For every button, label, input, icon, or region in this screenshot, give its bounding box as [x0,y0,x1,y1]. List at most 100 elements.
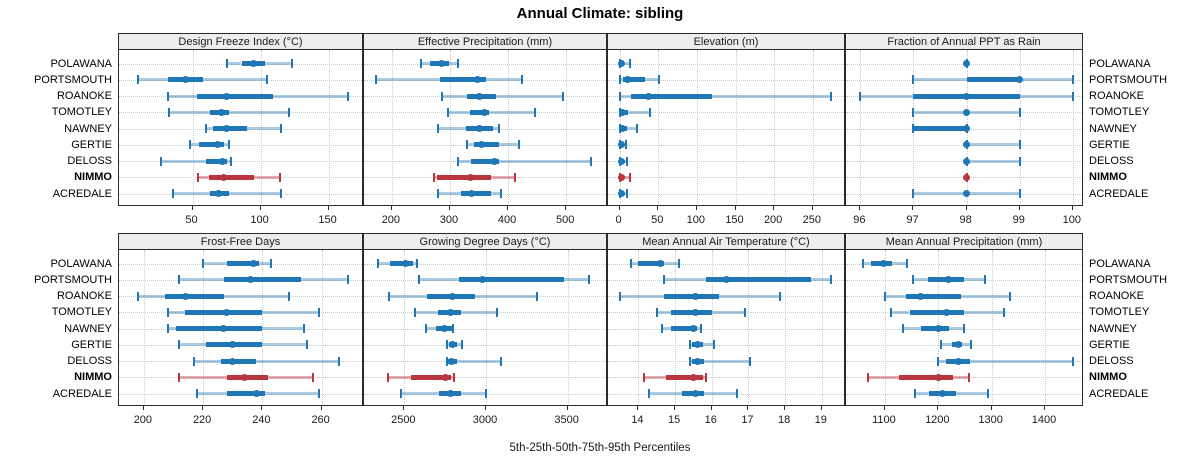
box-25-75 [437,174,491,180]
site-label-right-tomotley: TOMOTLEY [1089,306,1150,319]
gridline-vertical [658,50,660,205]
whisker-cap-5th [166,324,169,333]
gridline-horizontal [608,263,844,265]
whisker-cap-5th [225,59,228,68]
gridline-horizontal [364,377,606,379]
x-axis-tick-label: 300 [439,214,459,226]
whisker-cap-95th [317,307,320,317]
whisker-cap-95th [518,140,521,150]
median-dot [479,276,487,284]
box-25-75 [226,261,260,266]
whisker-cap-5th [630,259,633,268]
median-dot [934,325,942,332]
panel-header: Mean Annual Precipitation (mm) [845,233,1083,250]
site-label-right-portsmouth: PORTSMOUTH [1089,73,1168,86]
median-dot [449,341,457,349]
median-dot [1016,76,1024,84]
panel-body [607,50,845,206]
whisker-cap-95th [514,172,517,182]
gridline-horizontal [608,63,844,65]
gridline-vertical [735,50,737,205]
median-dot [963,108,971,116]
whisker-cap-95th [1008,291,1011,301]
whisker-5-25 [913,78,967,82]
x-axis-tick [990,406,992,410]
whisker-cap-95th [495,307,498,317]
whisker-5-25 [867,375,900,379]
whisker-75-95 [966,159,1020,163]
median-dot [942,308,950,316]
whisker-5-25 [649,392,683,395]
gridline-vertical [638,250,640,405]
x-axis-tick-label: 19 [814,414,827,426]
whisker-5-25 [433,175,438,179]
median-dot [618,141,626,149]
whisker-cap-95th [905,259,908,268]
whisker-75-95 [966,143,1020,147]
median-dot [963,125,971,132]
box-25-75 [622,77,646,83]
site-label-right-nawney: NAWNEY [1089,122,1137,135]
whisker-cap-95th [317,389,320,398]
box-25-75 [470,158,500,164]
median-dot [250,60,258,67]
x-axis-tick-label: 2500 [391,414,416,426]
whisker-75-95 [223,143,230,147]
median-dot [490,157,498,165]
whisker-cap-95th [1003,307,1006,317]
x-axis-tick [965,206,967,210]
panel-body [118,250,363,406]
whisker-75-95 [628,110,650,114]
whisker-5-25 [466,143,475,147]
whisker-5-25 [890,310,910,314]
median-dot [963,190,971,197]
x-axis-tick [657,206,659,210]
whisker-cap-95th [625,189,628,198]
whisker-cap-95th [1018,140,1021,150]
x-axis-tick [202,406,204,410]
site-label-right-gertie: GERTIE [1089,138,1130,151]
median-dot [252,390,260,397]
x-axis-tick-label: 97 [906,214,919,226]
gridline-vertical [821,250,823,405]
whisker-cap-5th [911,275,914,285]
median-dot [218,157,226,165]
median-dot [449,292,457,300]
whisker-5-25 [388,375,411,379]
median-dot [247,276,255,284]
x-axis-tick-label: 200 [133,414,153,426]
site-label-right-deloss: DELOSS [1089,155,1134,167]
whisker-5-25 [189,143,200,147]
x-axis-tick [261,406,263,410]
x-axis-tick-label: 0 [615,214,622,226]
whisker-cap-95th [521,75,524,85]
x-axis-tick-label: 100 [1062,214,1082,226]
whisker-75-95 [489,110,535,114]
whisker-5-25 [161,159,207,163]
median-dot [229,357,237,365]
gridline-horizontal [846,296,1082,297]
whisker-cap-95th [305,340,308,350]
gridline-vertical [143,250,145,405]
whisker-cap-95th [963,324,966,333]
box-25-75 [461,191,492,196]
x-axis-tick [565,206,567,210]
site-label-right-nawney: NAWNEY [1089,322,1137,335]
whisker-cap-95th [279,189,282,198]
box-25-75 [631,93,712,99]
x-axis-tick-label: 50 [651,214,664,226]
median-dot [656,260,664,267]
median-dot [220,325,228,332]
whisker-cap-5th [912,189,915,198]
site-label-left-polawana: POLAWANA [50,257,112,270]
whisker-5-25 [643,375,666,379]
whisker-75-95 [499,159,591,163]
whisker-cap-95th [712,340,715,350]
gridline-vertical [812,50,814,205]
whisker-75-95 [460,392,486,395]
gridline-horizontal [119,112,362,114]
site-label-right-deloss: DELOSS [1089,355,1134,367]
whisker-cap-5th [901,324,904,333]
gridline-vertical [991,250,993,405]
whisker-cap-5th [912,75,915,85]
